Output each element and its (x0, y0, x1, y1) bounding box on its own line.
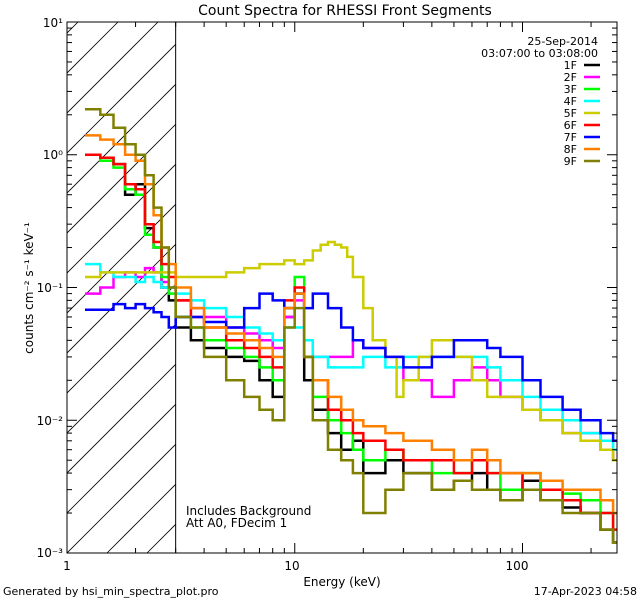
series-line-6F (85, 153, 617, 531)
y-tick-label: 10⁻¹ (37, 281, 64, 295)
annotation-attenuator: Att A0, FDecim 1 (186, 516, 287, 530)
hatch-line (67, 203, 176, 314)
x-axis-label: Energy (keV) (303, 575, 380, 589)
x-tick-label: 1 (63, 559, 71, 573)
y-tick-label: 10¹ (43, 16, 63, 30)
hatch-line (67, 22, 159, 114)
excluded-energy-region (67, 22, 177, 553)
legend-label: 9F (564, 155, 577, 168)
hatch-line (67, 43, 176, 154)
series-line-7F (85, 292, 617, 443)
legend-label: 4F (564, 95, 577, 108)
annotation-background: Includes Background (186, 504, 311, 518)
series-group (85, 108, 617, 544)
y-tick-label: 10⁻³ (37, 546, 64, 560)
chart-title: Count Spectra for RHESSI Front Segments (198, 3, 492, 19)
legend-label: 8F (564, 143, 577, 156)
axis-ticks (66, 22, 617, 554)
hatch-line (67, 363, 176, 474)
series-line-9F (85, 108, 617, 544)
y-tick-label: 10⁻² (37, 414, 64, 428)
generated-by-label: Generated by hsi_min_spectra_plot.pro (3, 585, 219, 598)
x-tick-labels: 1 10 100 (63, 559, 528, 573)
legend-label: 6F (564, 119, 577, 132)
series-line-8F (85, 134, 617, 515)
footer-timestamp: 17-Apr-2023 04:58 (534, 585, 637, 598)
legend-label: 2F (564, 71, 577, 84)
legend-label: 1F (564, 59, 577, 72)
x-tick-label: 100 (506, 559, 529, 573)
y-axis-label: counts cm⁻² s⁻¹ keV⁻¹ (22, 222, 36, 354)
hatch-line (67, 83, 176, 194)
y-tick-labels: 10⁻³ 10⁻² 10⁻¹ 10⁰ 10¹ (37, 16, 64, 560)
date-label: 25-Sep-2014 (527, 35, 598, 48)
series-line-5F (85, 240, 617, 462)
hatch-line (67, 443, 176, 553)
time-range-label: 03:07:00 to 03:08:00 (481, 47, 598, 60)
y-tick-label: 10⁰ (43, 148, 63, 162)
x-tick-label: 10 (284, 559, 299, 573)
legend-label: 5F (564, 107, 577, 120)
hatch-line (67, 243, 176, 354)
hatch-line (67, 403, 176, 514)
legend-label: 7F (564, 131, 577, 144)
legend-label: 3F (564, 83, 577, 96)
